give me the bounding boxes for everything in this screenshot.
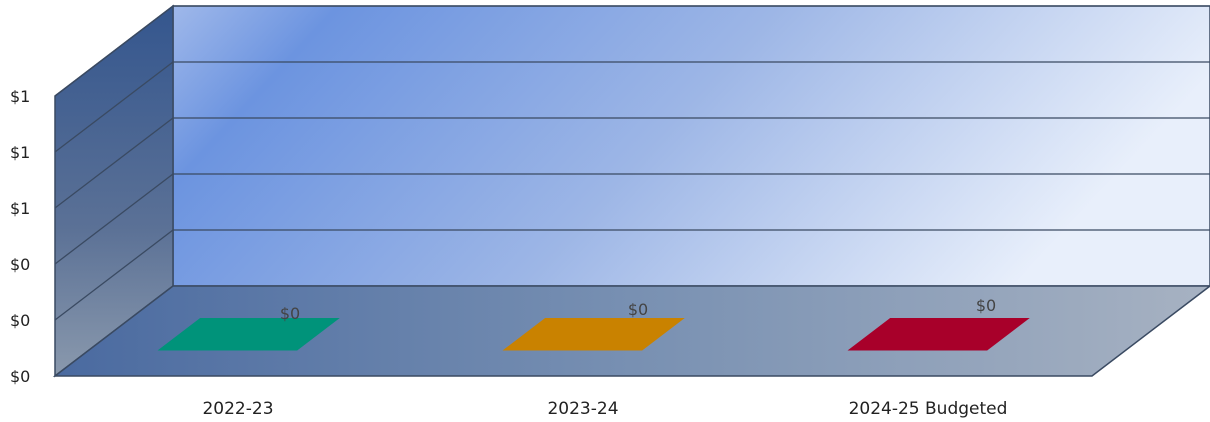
x-category-label: 2022-23	[202, 399, 273, 419]
data-label: $0	[280, 304, 300, 323]
chart-bars	[157, 318, 1030, 351]
bar	[847, 318, 1030, 351]
y-tick-label: $0	[10, 255, 30, 274]
bar	[502, 318, 685, 351]
gridline-side	[54, 229, 174, 321]
y-tick-label: $0	[10, 367, 30, 386]
x-category-label: 2024-25 Budgeted	[849, 399, 1008, 419]
y-axis-tick-labels: $0 $0 $0 $1 $1 $1	[10, 87, 30, 386]
y-tick-label: $0	[10, 311, 30, 330]
data-label: $0	[976, 296, 996, 315]
chart-back-wall	[172, 5, 1210, 287]
data-labels: $0 $0 $0	[280, 296, 996, 323]
data-label: $0	[628, 300, 648, 319]
bar	[157, 318, 340, 351]
x-axis-category-labels: 2022-23 2023-24 2024-25 Budgeted	[202, 399, 1007, 419]
y-tick-label: $1	[10, 199, 30, 218]
y-tick-label: $1	[10, 87, 30, 106]
chart-gridlines	[54, 5, 1210, 321]
x-category-label: 2023-24	[547, 399, 618, 419]
y-tick-label: $1	[10, 143, 30, 162]
gridline-side	[54, 173, 174, 265]
gridline-side	[54, 117, 174, 209]
gridline-side	[54, 61, 174, 153]
gridline-side	[54, 5, 174, 97]
